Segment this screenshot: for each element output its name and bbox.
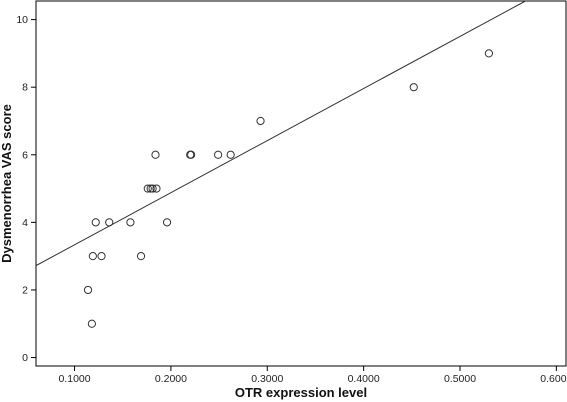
data-point: [83, 285, 93, 295]
regression-line: [35, 0, 526, 267]
y-tick-label: 4: [22, 217, 28, 229]
data-point: [126, 218, 135, 227]
data-point: [187, 150, 196, 159]
x-tick-label: 0.3000: [251, 373, 283, 385]
y-tick-label: 6: [22, 149, 28, 161]
data-point: [97, 252, 106, 261]
data-point: [484, 49, 494, 58]
data-point: [152, 184, 161, 193]
data-point: [91, 218, 100, 227]
data-point: [214, 150, 223, 159]
data-point: [226, 150, 235, 159]
data-point: [87, 319, 96, 328]
data-point: [409, 83, 418, 92]
data-point: [143, 184, 152, 193]
data-point: [151, 150, 160, 159]
points-layer: [83, 49, 494, 328]
x-tick-label: 0.1000: [58, 373, 90, 385]
y-tick-label: 10: [16, 14, 28, 26]
data-point: [162, 218, 172, 227]
y-tick-label: 8: [22, 82, 28, 94]
plot-area: [35, 0, 567, 367]
data-point: [88, 252, 97, 261]
x-tick-label: 0.4000: [348, 373, 380, 385]
data-point: [148, 184, 157, 193]
data-point: [256, 116, 265, 126]
fit-line-layer: [35, 0, 526, 267]
data-point: [105, 218, 114, 227]
x-tick-label: 0.2000: [155, 373, 187, 385]
x-axis-title: OTR expression level: [235, 385, 367, 400]
x-tick-label: 0.5000: [444, 373, 476, 385]
y-tick-label: 2: [22, 284, 28, 296]
y-axis-title: Dysmenorrhea VAS score: [0, 104, 14, 263]
data-point: [136, 252, 146, 261]
y-tick-label: 0: [22, 352, 28, 364]
